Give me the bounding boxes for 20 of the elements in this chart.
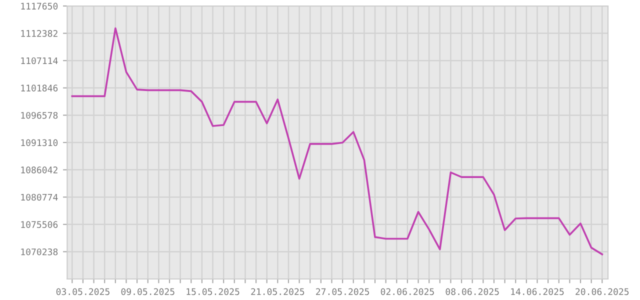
y-tick-label: 1096578 [21, 112, 58, 119]
x-tick-label: 27.05.2025 [316, 288, 370, 296]
y-tick-label: 1070238 [21, 248, 58, 256]
y-tick-label: 1112382 [21, 30, 58, 37]
x-tick-label: 15.05.2025 [186, 288, 240, 296]
x-tick-label: 21.05.2025 [251, 288, 304, 296]
x-tick-label: 03.05.2025 [56, 288, 110, 296]
x-tick-label: 08.06.2025 [446, 288, 499, 296]
y-tick-label: 1091310 [21, 139, 58, 146]
y-tick-label: 1086042 [21, 166, 58, 174]
x-tick-label: 09.05.2025 [121, 288, 174, 296]
x-tick-label: 02.06.2025 [380, 288, 434, 296]
x-tick-label: 20.06.2025 [576, 288, 629, 296]
line-series [71, 27, 604, 256]
y-tick-label: 1075506 [21, 221, 58, 228]
y-tick-label: 1107114 [21, 57, 58, 64]
x-tick-label: 14.06.2025 [511, 288, 564, 296]
y-tick-label: 1117650 [21, 2, 58, 10]
y-tick-label: 1101846 [21, 84, 58, 92]
y-tick-label: 1080774 [21, 194, 58, 201]
